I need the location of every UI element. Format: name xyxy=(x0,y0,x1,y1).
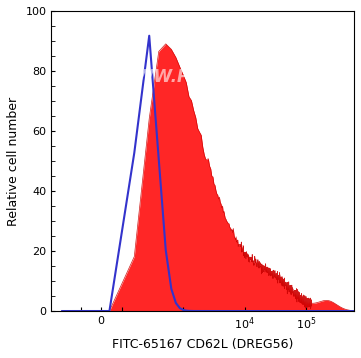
Text: WWW.PTGLAB.COM: WWW.PTGLAB.COM xyxy=(118,68,300,86)
X-axis label: FITC-65167 CD62L (DREG56): FITC-65167 CD62L (DREG56) xyxy=(112,338,293,351)
Y-axis label: Relative cell number: Relative cell number xyxy=(7,96,20,226)
